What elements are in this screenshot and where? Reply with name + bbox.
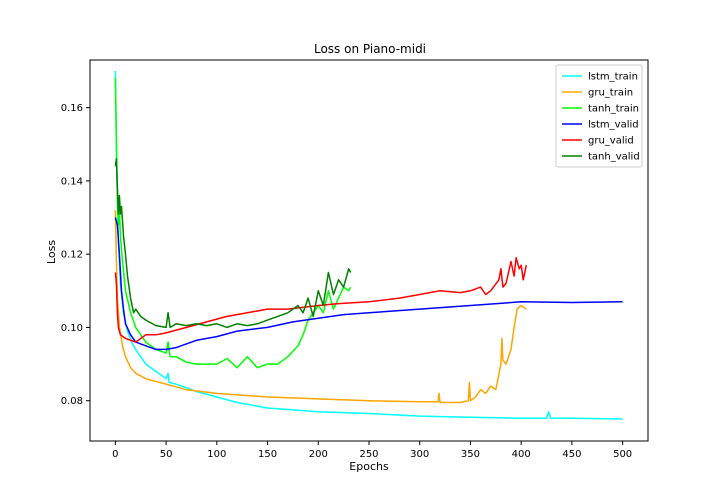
legend-label: lstm_valid xyxy=(588,120,639,131)
series-line-lstm-valid xyxy=(114,217,623,351)
x-tick-label: 450 xyxy=(562,449,581,460)
x-tick-label: 500 xyxy=(613,449,632,460)
x-axis-title: Epochs xyxy=(349,460,389,473)
series-line-lstm-train xyxy=(114,70,623,420)
legend-label: gru_train xyxy=(588,88,633,99)
x-tick-label: 0 xyxy=(112,449,118,460)
x-tick-label: 200 xyxy=(309,449,328,460)
legend-label: tanh_train xyxy=(588,104,639,115)
legend: lstm_train gru_train tanh_train lstm_validg… xyxy=(555,64,643,168)
chart-title: Loss on Piano-midi xyxy=(314,42,426,56)
x-tick-label: 150 xyxy=(258,449,277,460)
x-tick-label: 300 xyxy=(410,449,429,460)
legend-label: gru_valid xyxy=(588,136,634,147)
series-line-gru-valid xyxy=(114,257,528,343)
y-tick-label: 0.12 xyxy=(61,250,83,261)
series-line-gru-train xyxy=(114,210,527,404)
legend-label: tanh_valid xyxy=(588,152,640,163)
x-tick-label: 100 xyxy=(207,449,226,460)
y-tick-label: 0.10 xyxy=(61,323,83,334)
legend-box xyxy=(555,64,643,168)
x-tick-label: 50 xyxy=(160,449,173,460)
x-tick-label: 400 xyxy=(512,449,531,460)
y-tick-label: 0.16 xyxy=(61,103,83,114)
legend-label: lstm_train xyxy=(588,72,638,83)
x-tick-label: 350 xyxy=(461,449,480,460)
series-line-tanh-valid xyxy=(114,158,352,329)
y-axis-title: Loss xyxy=(45,240,58,264)
series-line-tanh-train xyxy=(114,78,352,369)
x-tick-label: 250 xyxy=(359,449,378,460)
y-tick-label: 0.14 xyxy=(61,176,83,187)
y-tick-label: 0.08 xyxy=(61,396,83,407)
